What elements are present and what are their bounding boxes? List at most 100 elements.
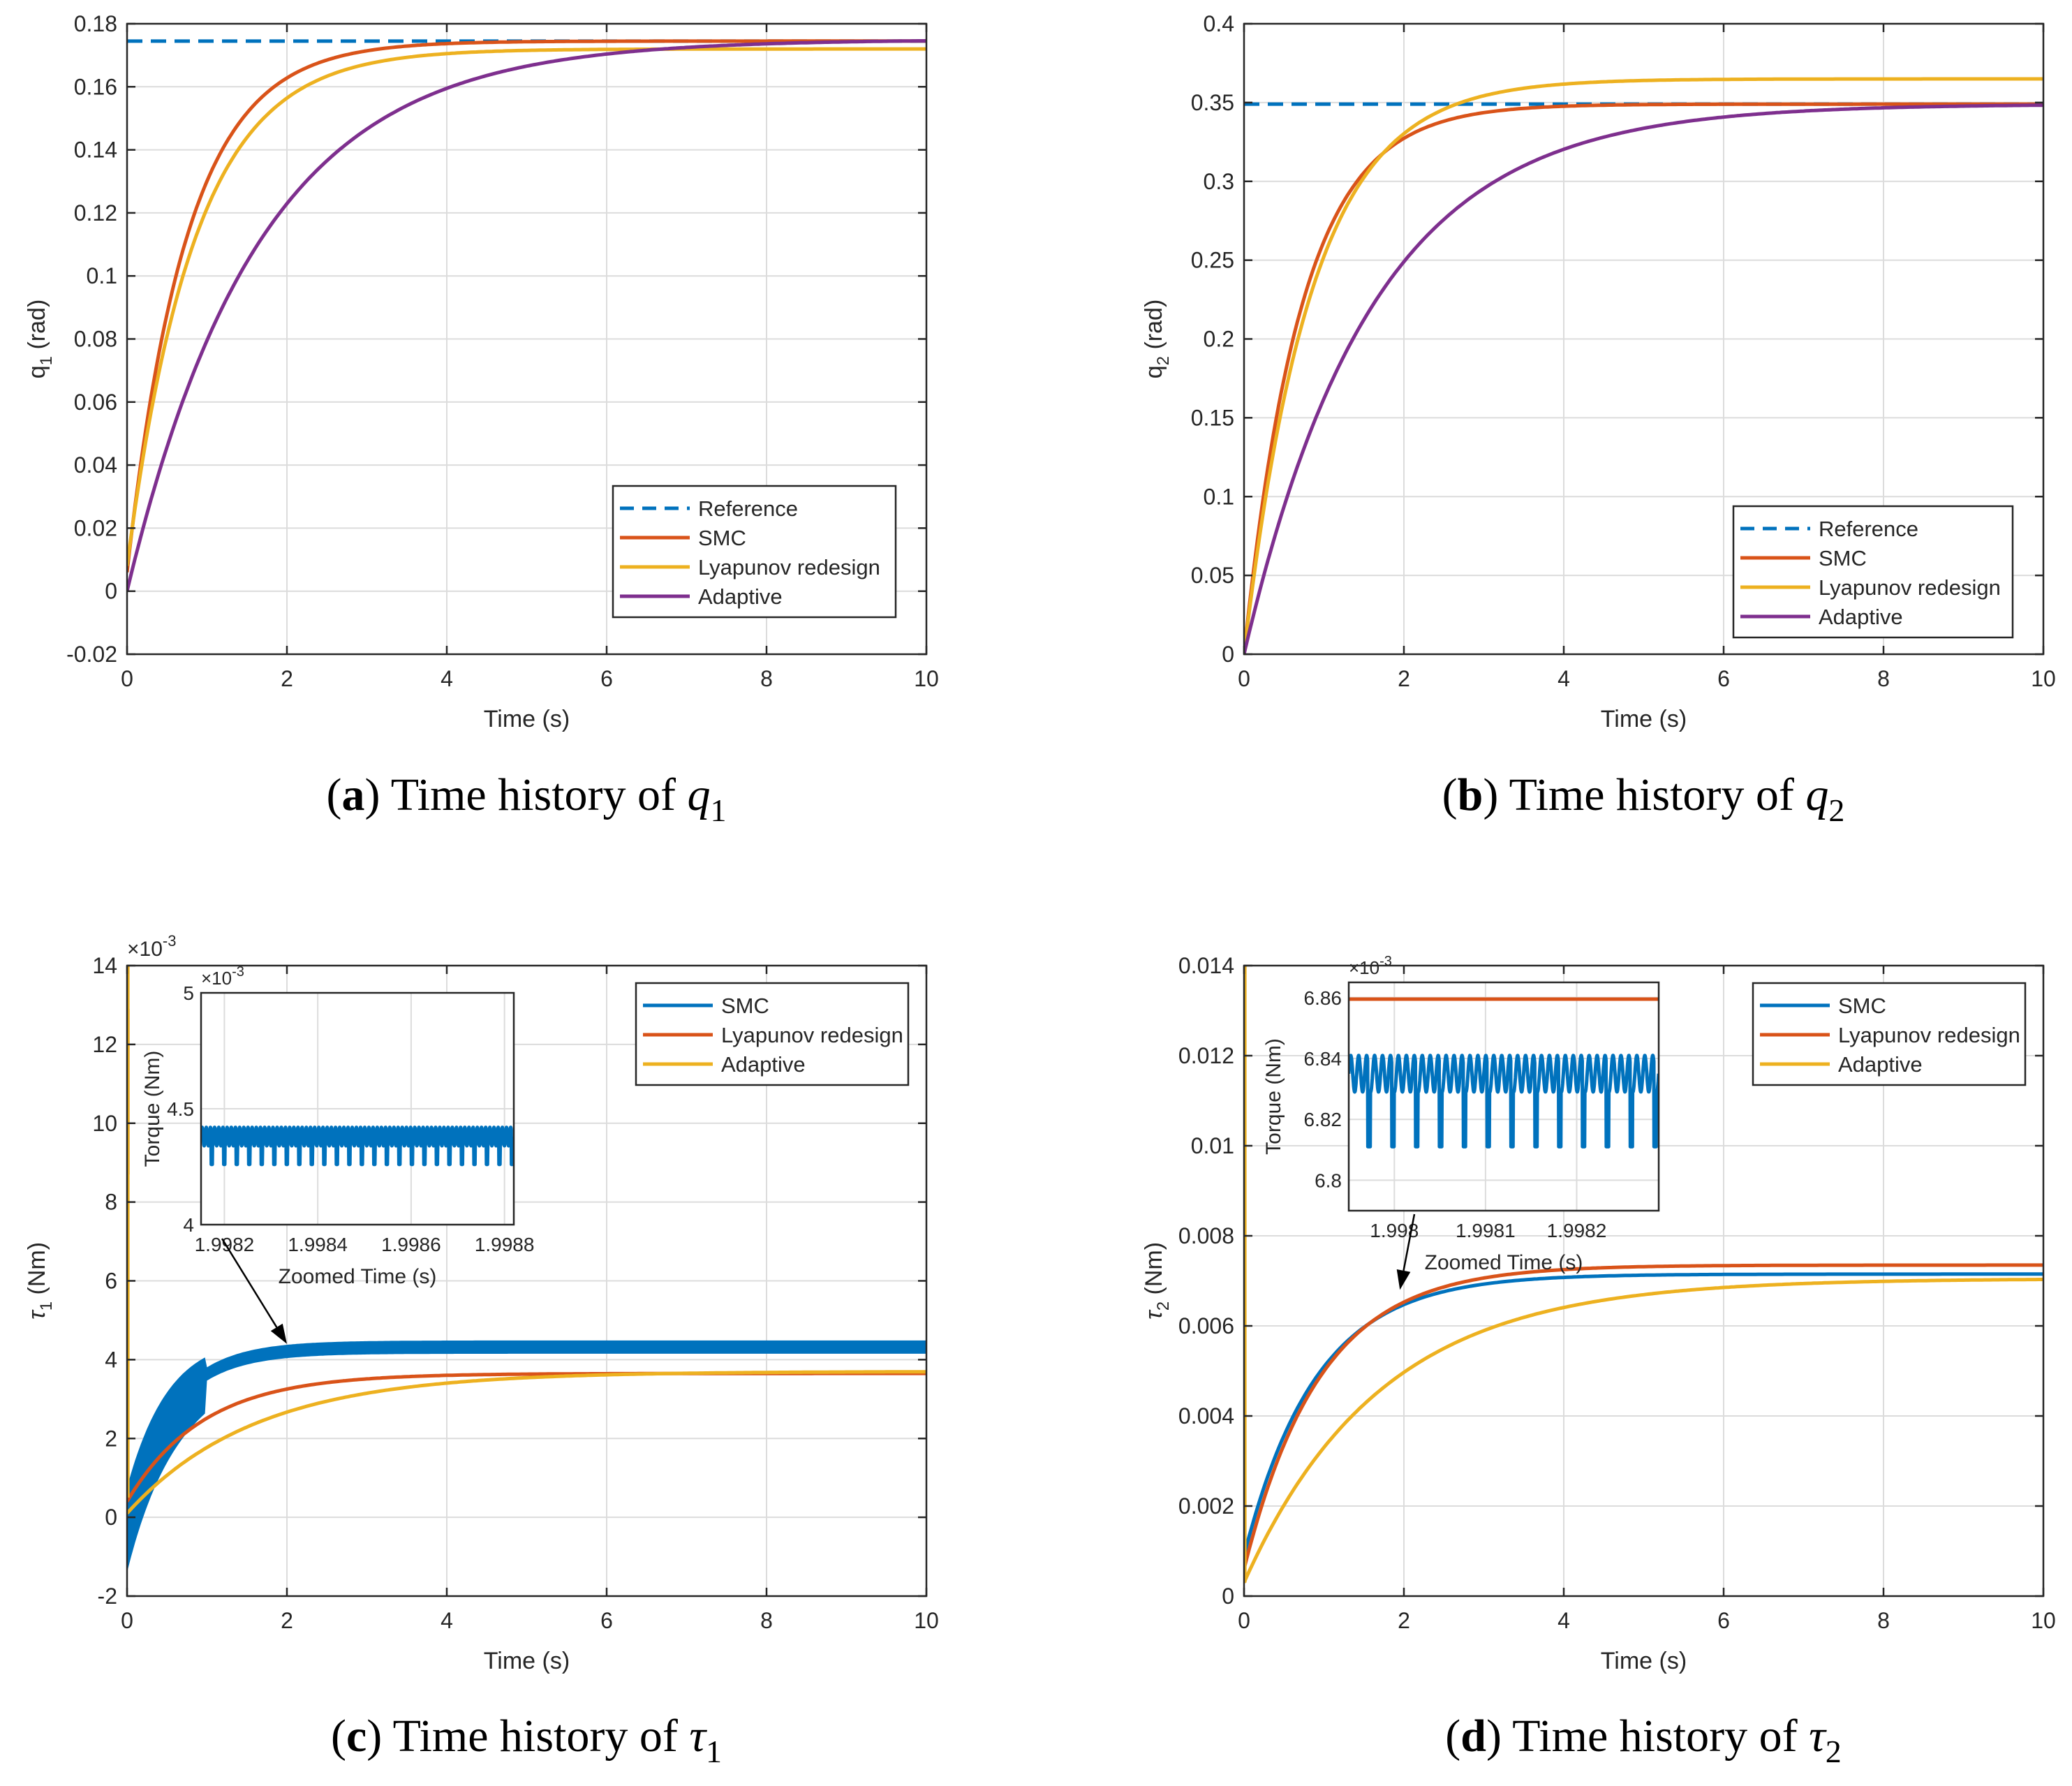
y-tick-label: 0.2 — [1204, 327, 1234, 352]
y-tick-label: 0.01 — [1191, 1133, 1234, 1158]
x-axis-label: Time (s) — [484, 1648, 570, 1674]
inset-y-tick-label: 4 — [183, 1214, 194, 1236]
y-tick-label: 0.05 — [1191, 563, 1234, 588]
y-axis-label: τ2 (Nm) — [1141, 1242, 1173, 1320]
x-tick-label: 6 — [1717, 666, 1730, 691]
inset-y-axis-label: Torque (Nm) — [1262, 1038, 1285, 1155]
x-tick-label: 4 — [441, 666, 453, 691]
legend-label: Adaptive — [1838, 1052, 1923, 1077]
series-line-smc — [1244, 1272, 2043, 1556]
legend-label: Lyapunov redesign — [721, 1023, 903, 1047]
y-tick-label: 0.16 — [74, 74, 117, 99]
y-tick-label: 0.15 — [1191, 405, 1234, 430]
x-tick-label: 2 — [1398, 1608, 1410, 1633]
y-tick-label: 8 — [105, 1190, 117, 1215]
panel-caption: (b) Time history of q2 — [1442, 769, 1845, 828]
y-tick-label: 12 — [92, 1032, 117, 1057]
y-tick-label: 0.012 — [1178, 1043, 1234, 1068]
inset-plot-area — [1349, 997, 1659, 1149]
x-tick-label: 6 — [600, 1608, 613, 1633]
inset-frame — [200, 991, 515, 1226]
x-axis-label: Time (s) — [484, 706, 570, 732]
x-tick-label: 4 — [1557, 666, 1570, 691]
x-tick-label: 0 — [1238, 1608, 1250, 1633]
y-tick-label: 0.006 — [1178, 1313, 1234, 1338]
y-tick-label: 0.02 — [74, 515, 117, 540]
series-line-smc — [127, 39, 926, 573]
y-tick-label: 0.14 — [74, 138, 117, 163]
inset-x-tick-label: 1.9984 — [288, 1234, 348, 1255]
inset-x-tick-label: 1.9981 — [1456, 1220, 1516, 1241]
y-tick-label: 14 — [92, 953, 117, 978]
y-tick-label: 0.25 — [1191, 248, 1234, 273]
legend-label: Lyapunov redesign — [1838, 1023, 2020, 1047]
x-tick-label: 2 — [281, 1608, 293, 1633]
y-tick-label: 0.008 — [1178, 1223, 1234, 1248]
x-tick-label: 4 — [1557, 1608, 1570, 1633]
x-tick-label: 8 — [760, 1608, 773, 1633]
inset-multiplier: ×10-3 — [1349, 954, 1392, 978]
axes-frame — [1243, 964, 2045, 1597]
inset-arrow-head — [270, 1323, 287, 1344]
x-tick-label: 4 — [441, 1608, 453, 1633]
panel-caption: (a) Time history of q1 — [326, 769, 726, 828]
inset-y-tick-label: 6.86 — [1304, 987, 1342, 1009]
legend: Reference SMC Lyapunov redesign Adaptive — [612, 485, 897, 619]
series-line-adaptive — [127, 38, 926, 592]
x-tick-label: 0 — [121, 666, 133, 691]
legend-label: Adaptive — [698, 584, 783, 609]
y-tick-label: 0.1 — [87, 263, 117, 288]
legend-label: SMC — [698, 526, 746, 550]
y-tick-label: 0 — [105, 579, 117, 604]
x-tick-label: 10 — [2031, 666, 2056, 691]
inset-signal-smc — [1349, 1054, 1659, 1149]
series-line-lyapunov-redesign — [127, 47, 926, 566]
y-axis-label: q1 (rad) — [24, 300, 56, 379]
legend: SMC Lyapunov redesign Adaptive — [1752, 982, 2027, 1086]
inset-arrow-line — [1403, 1213, 1416, 1271]
legend-label: Lyapunov redesign — [698, 555, 880, 580]
series-line-lyapunov-redesign — [1244, 1263, 2043, 1570]
inset-y-tick-label: 4.5 — [167, 1098, 194, 1120]
x-tick-label: 10 — [2031, 1608, 2056, 1633]
x-axis-label: Time (s) — [1601, 1648, 1687, 1674]
legend-label: SMC — [1838, 994, 1886, 1018]
y-tick-label: 0.004 — [1178, 1403, 1234, 1429]
x-tick-label: 10 — [914, 666, 939, 691]
x-tick-label: 6 — [1717, 1608, 1730, 1633]
series-line-adaptive — [127, 1370, 926, 1515]
y-tick-label: 0.002 — [1178, 1493, 1234, 1519]
x-tick-label: 8 — [1877, 1608, 1890, 1633]
y-tick-label: 0.014 — [1178, 953, 1234, 978]
inset-y-tick-label: 6.84 — [1304, 1048, 1342, 1070]
legend: SMC Lyapunov redesign Adaptive — [635, 982, 910, 1086]
y-tick-label: 0 — [1222, 1584, 1234, 1609]
y-tick-label: 2 — [105, 1426, 117, 1451]
y-tick-label: 0 — [1222, 642, 1234, 667]
y-tick-label: 0.06 — [74, 390, 117, 415]
y-tick-label: 4 — [105, 1347, 117, 1372]
y-tick-label: 0.35 — [1191, 90, 1234, 115]
series-line-lyapunov-redesign — [127, 1371, 926, 1503]
inset-x-axis-label: Zoomed Time (s) — [279, 1265, 437, 1288]
inset-x-axis-label: Zoomed Time (s) — [1425, 1251, 1583, 1274]
x-tick-label: 0 — [121, 1608, 133, 1633]
inset-y-tick-label: 6.82 — [1304, 1109, 1342, 1130]
inset-arrow-line — [221, 1238, 278, 1328]
inset-arrow-head — [1396, 1269, 1411, 1290]
x-tick-label: 2 — [281, 666, 293, 691]
inset-x-tick-label: 1.9986 — [381, 1234, 441, 1255]
y-tick-label: 0.18 — [74, 11, 117, 36]
y-tick-label: -2 — [98, 1584, 117, 1609]
inset-y-tick-label: 5 — [183, 982, 194, 1004]
inset-y-axis-label: Torque (Nm) — [141, 1051, 164, 1167]
inset-frame — [1347, 981, 1660, 1212]
series-line-adaptive — [1244, 1278, 2043, 1584]
y-tick-label: -0.02 — [66, 642, 117, 667]
x-axis-label: Time (s) — [1601, 706, 1687, 732]
plot-area — [127, 38, 926, 592]
y-tick-label: 0.04 — [74, 452, 117, 478]
